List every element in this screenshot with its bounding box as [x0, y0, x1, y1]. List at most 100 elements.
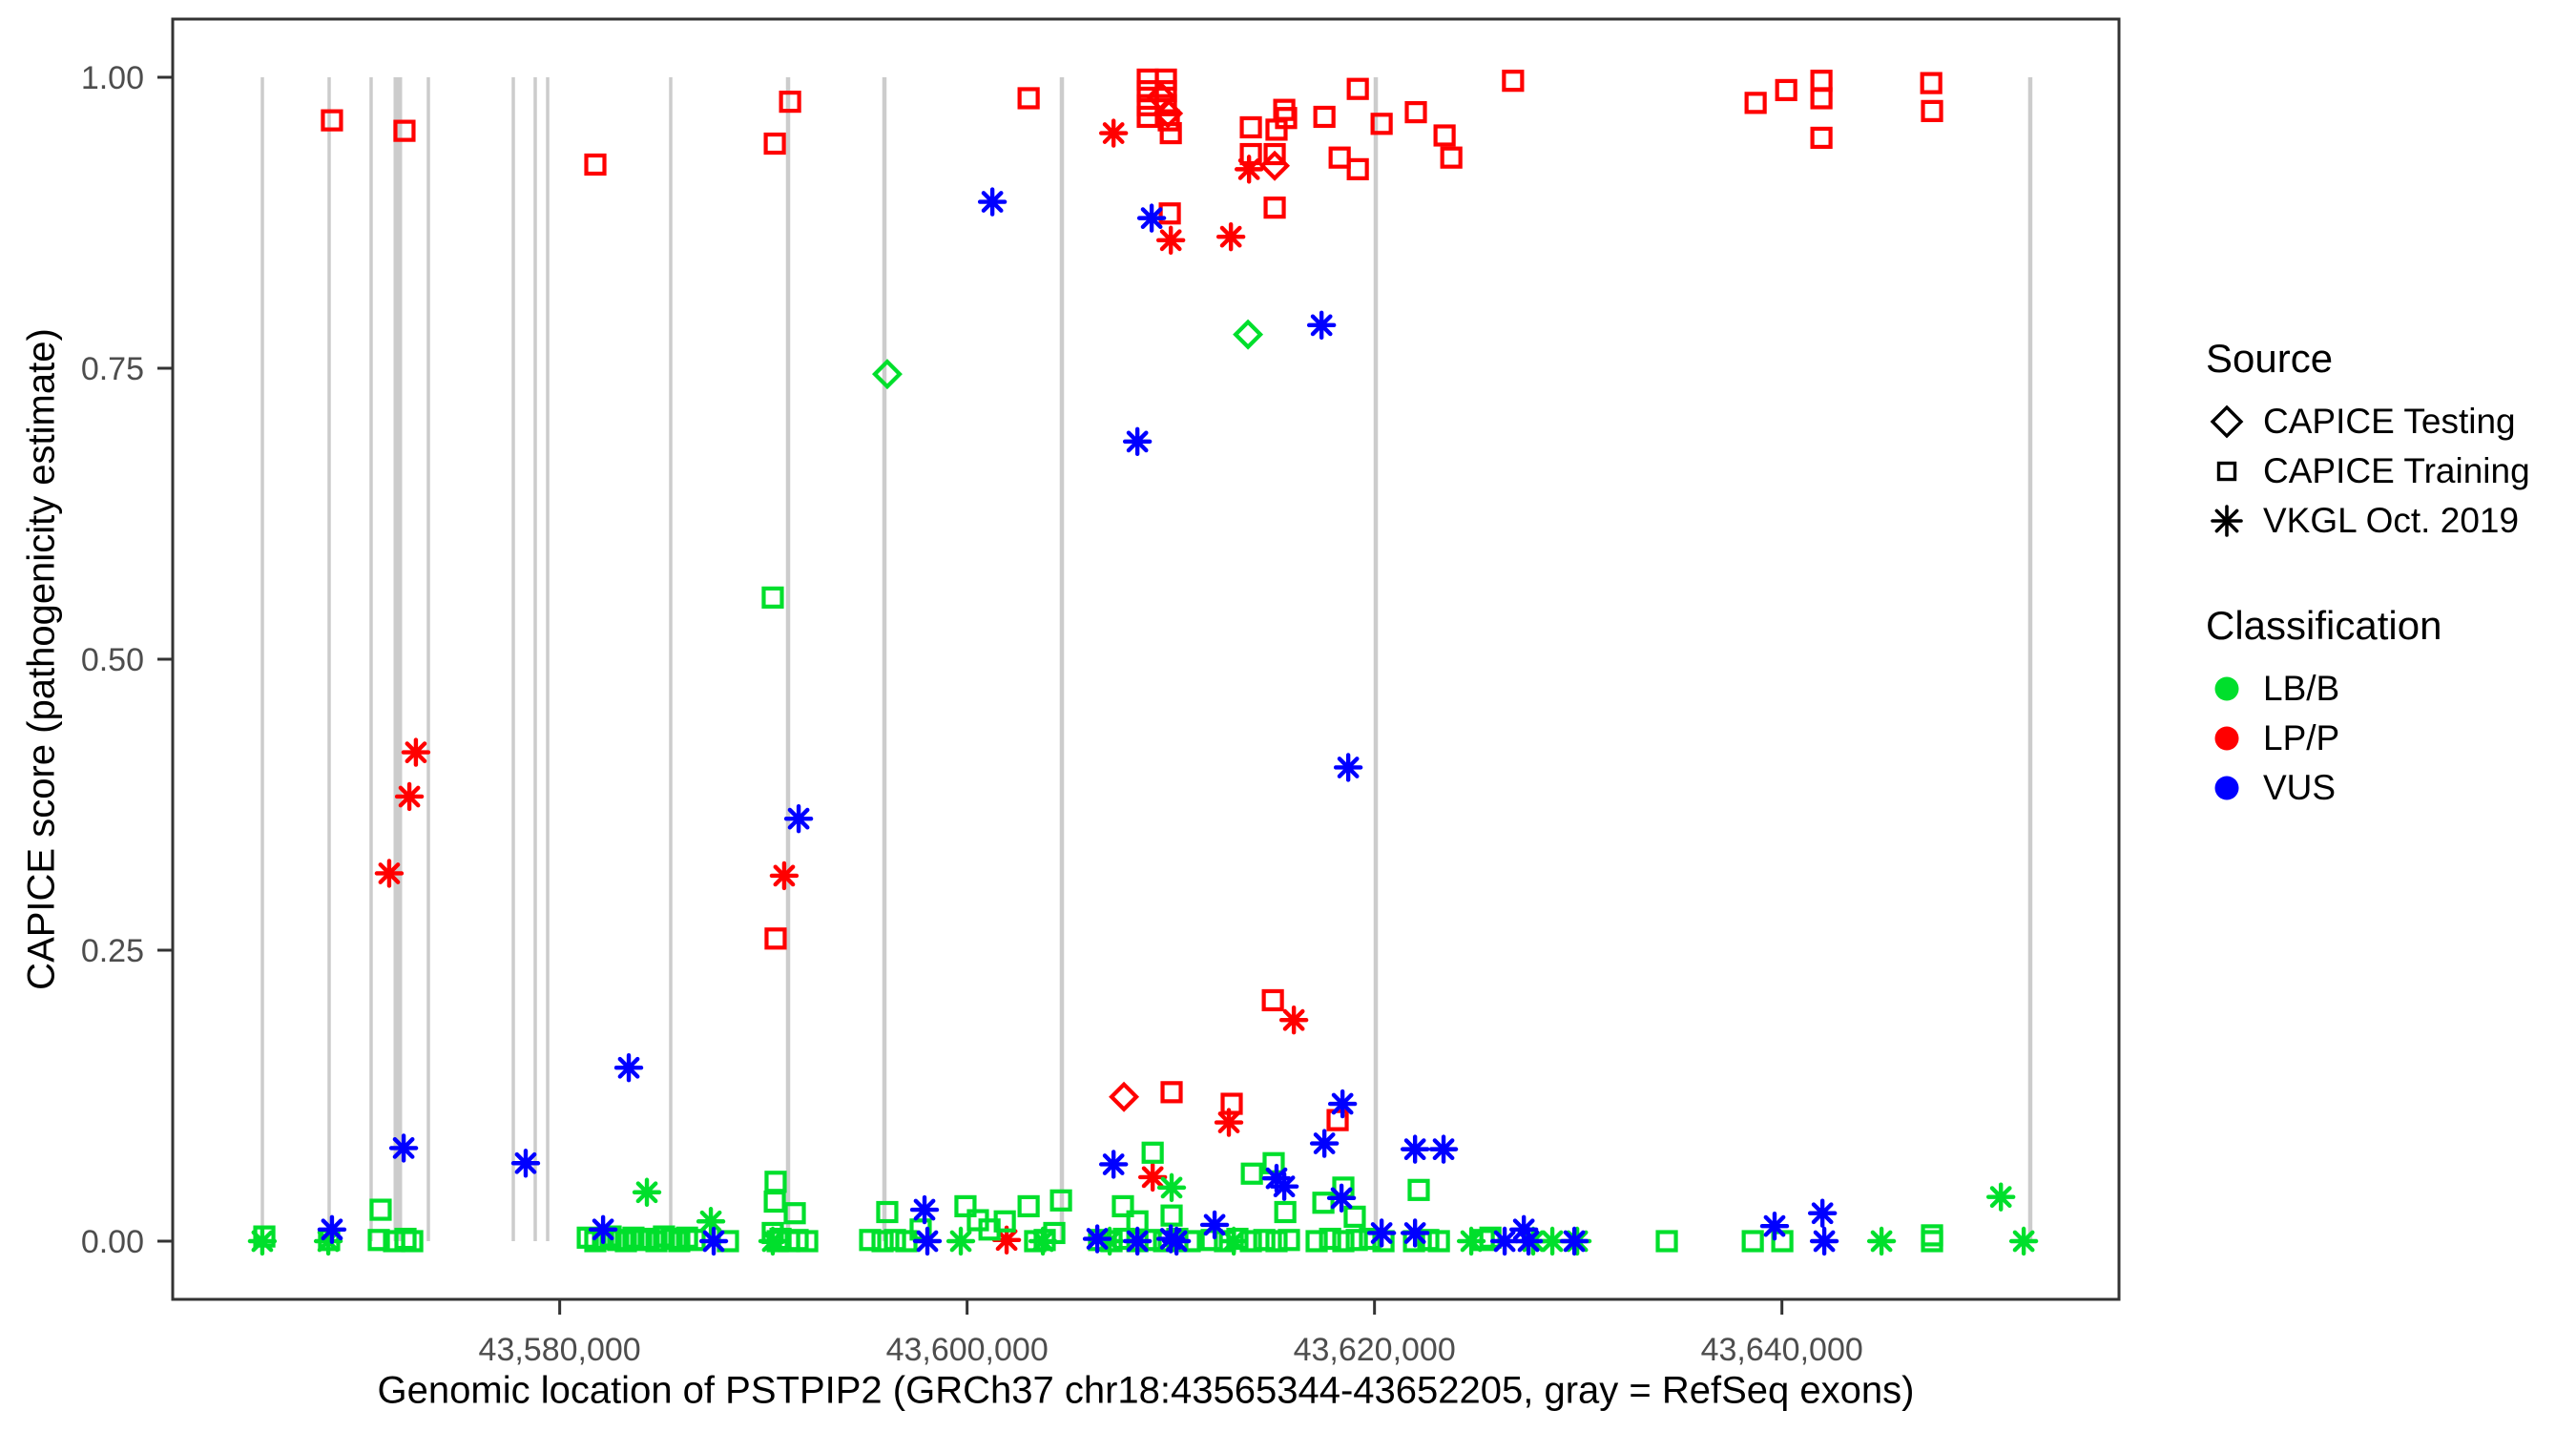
asterisk-arm	[1403, 1138, 1426, 1161]
data-point-square	[1346, 77, 1369, 100]
x-tick-label: 43,620,000	[1294, 1332, 1456, 1368]
data-point-square	[1920, 72, 1942, 94]
data-point-asterisk	[1028, 1226, 1058, 1256]
asterisk-arm	[1403, 1222, 1426, 1244]
legend-item-label: CAPICE Training	[2263, 451, 2530, 490]
data-point-asterisk	[1082, 1224, 1112, 1254]
x-tick-label: 43,640,000	[1701, 1332, 1863, 1368]
data-point-asterisk	[317, 1214, 347, 1244]
data-point-asterisk	[1400, 1218, 1430, 1248]
data-point-square	[1744, 92, 1767, 114]
asterisk-arm	[761, 1230, 784, 1253]
data-point-square	[1111, 1194, 1134, 1218]
red-dot-icon	[2206, 719, 2248, 757]
data-point-asterisk	[945, 1226, 976, 1256]
asterisk-arm	[1203, 1213, 1226, 1236]
asterisk-arm	[635, 1181, 658, 1204]
asterisk-arm	[1432, 1138, 1455, 1161]
asterisk-arm	[995, 1229, 1018, 1252]
legend-item-label: CAPICE Testing	[2263, 402, 2516, 441]
data-point-square	[1312, 1192, 1335, 1214]
y-tick-label: 0.50	[81, 642, 144, 678]
data-point-asterisk	[1428, 1134, 1459, 1164]
asterisk-arm	[1217, 1111, 1240, 1133]
data-point-square	[1359, 1227, 1381, 1251]
data-point-square	[1265, 1230, 1288, 1253]
asterisk-arm	[617, 1056, 640, 1079]
data-point-asterisk	[783, 803, 814, 834]
data-point-square	[1158, 202, 1181, 225]
data-point-asterisk	[912, 1226, 943, 1256]
asterisk-arm	[1460, 1230, 1483, 1253]
asterisk-arm	[1512, 1218, 1535, 1241]
legend-item-label: VKGL Oct. 2019	[2263, 501, 2520, 540]
asterisk-arm	[592, 1218, 614, 1241]
data-point-asterisk	[1513, 1226, 1544, 1256]
data-point-asterisk	[696, 1207, 726, 1236]
data-point-asterisk	[1269, 1172, 1299, 1201]
asterisk-arm	[392, 1137, 415, 1159]
asterisk-arm	[1870, 1230, 1893, 1253]
data-point-asterisk	[1122, 1226, 1153, 1256]
asterisk-arm	[773, 864, 796, 887]
data-point-square	[367, 1229, 390, 1252]
x-axis-title: Genomic location of PSTPIP2 (GRCh37 chr1…	[377, 1369, 1915, 1412]
data-point-asterisk	[374, 859, 405, 888]
asterisk-arm	[398, 785, 421, 808]
asterisk-arm	[1126, 430, 1149, 453]
data-point-square	[1404, 100, 1427, 124]
asterisk-arm	[514, 1151, 537, 1174]
asterisk-arm	[1140, 207, 1163, 230]
asterisk-arm	[1330, 1187, 1353, 1210]
legend: Source CAPICE Testing CAPICE Training VK…	[2206, 336, 2568, 813]
legend-item-vus: VUS	[2206, 763, 2568, 813]
data-point-asterisk	[1122, 426, 1153, 457]
y-axis-title: CAPICE score (pathogenicity estimate)	[20, 328, 63, 990]
data-point-asterisk	[1199, 1210, 1230, 1240]
asterisk-arm	[1159, 229, 1182, 252]
data-point-asterisk	[1809, 1226, 1839, 1256]
legend-item-label: VUS	[2263, 768, 2337, 807]
data-point-asterisk	[1366, 1218, 1397, 1248]
asterisk-arm	[1989, 1186, 2012, 1209]
asterisk-arm	[1222, 1230, 1245, 1253]
data-point-asterisk	[1155, 225, 1186, 255]
data-point-square	[1343, 1205, 1366, 1228]
data-point-asterisk	[1098, 118, 1129, 148]
data-point-square	[1502, 70, 1525, 93]
data-point-square	[1433, 124, 1456, 147]
data-point-asterisk	[909, 1194, 940, 1225]
data-point-asterisk	[1333, 753, 1363, 782]
data-point-square	[764, 1171, 787, 1193]
data-point-square	[779, 91, 801, 114]
asterisk-arm	[949, 1230, 972, 1253]
asterisk-arm	[1141, 1166, 1164, 1189]
asterisk-arm	[1493, 1230, 1516, 1253]
asterisk-arm	[1313, 1132, 1336, 1154]
asterisk-icon	[2206, 502, 2248, 540]
data-point-asterisk	[758, 1226, 788, 1256]
data-point-asterisk	[1327, 1089, 1358, 1119]
data-point-asterisk	[632, 1177, 662, 1207]
data-point-square	[369, 1198, 392, 1221]
data-point-square	[1921, 99, 1943, 122]
data-point-asterisk	[1400, 1134, 1430, 1164]
data-point-square	[1136, 68, 1159, 92]
data-point-asterisk	[1306, 310, 1337, 341]
data-point-square	[1263, 142, 1286, 166]
y-tick-label: 0.75	[81, 351, 144, 387]
data-point-square	[1275, 107, 1298, 130]
asterisk-arm	[1517, 1230, 1540, 1253]
data-point-square	[1305, 1230, 1328, 1253]
asterisk-arm	[1541, 1230, 1564, 1253]
data-point-asterisk	[247, 1226, 278, 1256]
data-point-asterisk	[1136, 203, 1167, 233]
data-point-square	[1263, 197, 1286, 219]
legend-item-capice-testing: CAPICE Testing	[2206, 397, 2568, 446]
data-point-asterisk	[1156, 1172, 1187, 1203]
data-point-asterisk	[1215, 221, 1246, 252]
data-point-square	[1655, 1230, 1678, 1253]
data-point-square	[1407, 1178, 1430, 1201]
data-point-square	[1017, 1194, 1040, 1218]
asterisk-arm	[321, 1218, 343, 1241]
